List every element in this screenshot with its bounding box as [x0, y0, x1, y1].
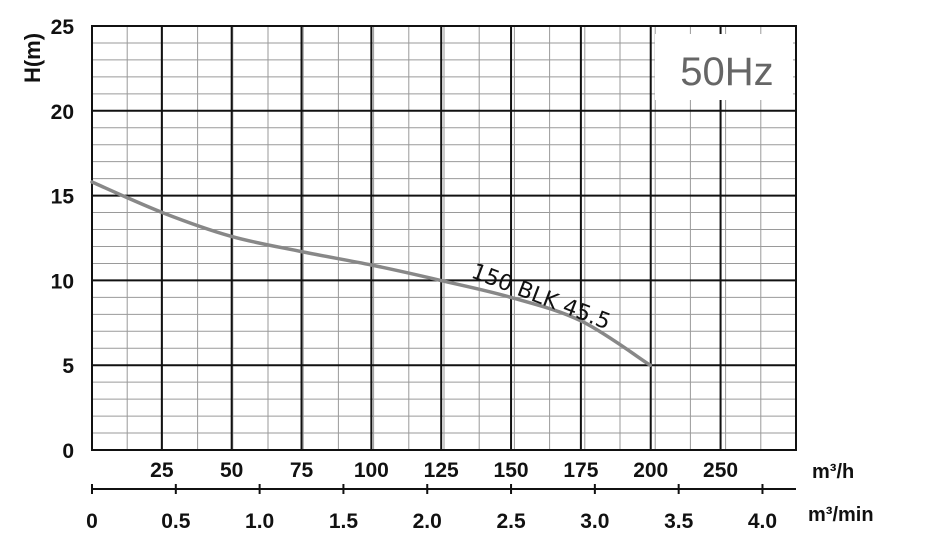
pump-curve-150-blk-45-5 — [90, 180, 652, 367]
x-tick-label-m3h: 175 — [563, 459, 598, 482]
minor-grid — [92, 26, 796, 450]
x-tick-label-m3min: 3.5 — [664, 510, 694, 533]
x-unit-m3min: m³/min — [808, 504, 874, 526]
x-tick-label-m3min: 0.5 — [161, 510, 191, 533]
y-tick-label: 25 — [51, 16, 75, 39]
x-tick-label-m3min: 0 — [86, 510, 98, 533]
secondary-x-axis-ticks — [91, 484, 764, 494]
x-tick-label-m3h: 75 — [290, 459, 314, 482]
y-tick-label: 10 — [51, 270, 74, 293]
x-tick-label-m3min: 1.0 — [245, 510, 274, 533]
x-tick-label-m3min: 3.0 — [580, 510, 609, 533]
x-tick-label-m3h: 50 — [220, 459, 243, 482]
x-tick-label-m3h: 25 — [150, 459, 174, 482]
y-tick-labels: 0 5 10 15 20 25 — [51, 16, 75, 463]
x-tick-label-m3h: 125 — [424, 459, 459, 482]
x-tick-label-m3h: 100 — [354, 459, 389, 482]
y-tick-label: 0 — [62, 440, 74, 463]
plot-frame — [91, 25, 797, 451]
major-grid — [92, 26, 796, 450]
x-unit-m3h: m³/h — [812, 461, 854, 483]
x-tick-label-m3h: 150 — [494, 459, 529, 482]
x-tick-label-m3h: 250 — [703, 459, 738, 482]
y-axis-label: H(m) — [20, 33, 45, 83]
y-tick-label: 15 — [51, 186, 75, 209]
frequency-label: 50Hz — [680, 50, 773, 94]
x-tick-label-m3min: 2.0 — [413, 510, 442, 533]
x-tick-label-m3h: 200 — [633, 459, 668, 482]
x-tick-labels-m3h: 25 50 75 100 125 150 175 200 250 — [150, 459, 738, 482]
x-tick-label-m3min: 4.0 — [748, 510, 777, 533]
frequency-box: 50Hz — [655, 34, 793, 100]
y-tick-label: 20 — [51, 101, 74, 124]
x-tick-labels-m3min: 0 0.5 1.0 1.5 2.0 2.5 3.0 3.5 4.0 — [86, 510, 777, 533]
x-tick-label-m3min: 2.5 — [496, 510, 526, 533]
x-tick-label-m3min: 1.5 — [329, 510, 359, 533]
y-tick-label: 5 — [62, 355, 74, 378]
